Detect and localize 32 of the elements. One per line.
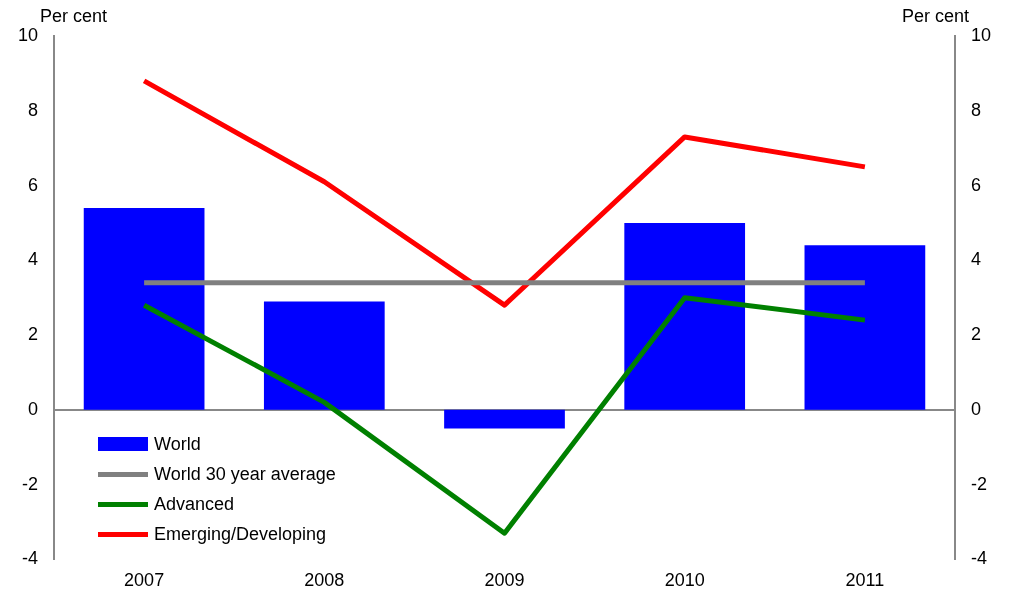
legend-label: World 30 year average [154, 463, 336, 485]
y-tick-label: 10 [17, 24, 39, 45]
y-tick-label: 0 [28, 398, 39, 419]
legend-label: Emerging/Developing [154, 523, 327, 545]
y2-axis-title: Per cent [901, 6, 969, 27]
y2-tick-label: 0 [970, 398, 981, 419]
x-tick-label: 2007 [124, 570, 165, 591]
y2-tick-label: 10 [970, 24, 992, 45]
y-tick-label: 6 [28, 174, 39, 195]
bar [444, 409, 565, 429]
legend-label: World [154, 433, 201, 455]
bar [263, 301, 385, 410]
y-axis-title: Per cent [40, 6, 108, 27]
x-tick-label: 2008 [304, 570, 345, 591]
y2-tick-label: -2 [970, 473, 987, 494]
y2-tick-label: -4 [970, 548, 987, 569]
bar [804, 245, 926, 410]
legend-label: Advanced [154, 493, 235, 515]
y-tick-label: 2 [28, 324, 39, 345]
bar [83, 207, 205, 410]
x-tick-label: 2009 [484, 570, 525, 591]
x-tick-label: 2011 [845, 570, 885, 591]
bar [624, 222, 746, 410]
y2-tick-label: 4 [970, 249, 981, 270]
y2-tick-label: 2 [970, 324, 981, 345]
y-tick-label: 8 [28, 99, 39, 120]
y2-tick-label: 8 [970, 99, 981, 120]
y-tick-label: -2 [22, 473, 39, 494]
y-tick-label: 4 [28, 249, 39, 270]
x-tick-label: 2010 [664, 570, 705, 591]
y-tick-label: -4 [22, 548, 39, 569]
y2-tick-label: 6 [970, 174, 981, 195]
